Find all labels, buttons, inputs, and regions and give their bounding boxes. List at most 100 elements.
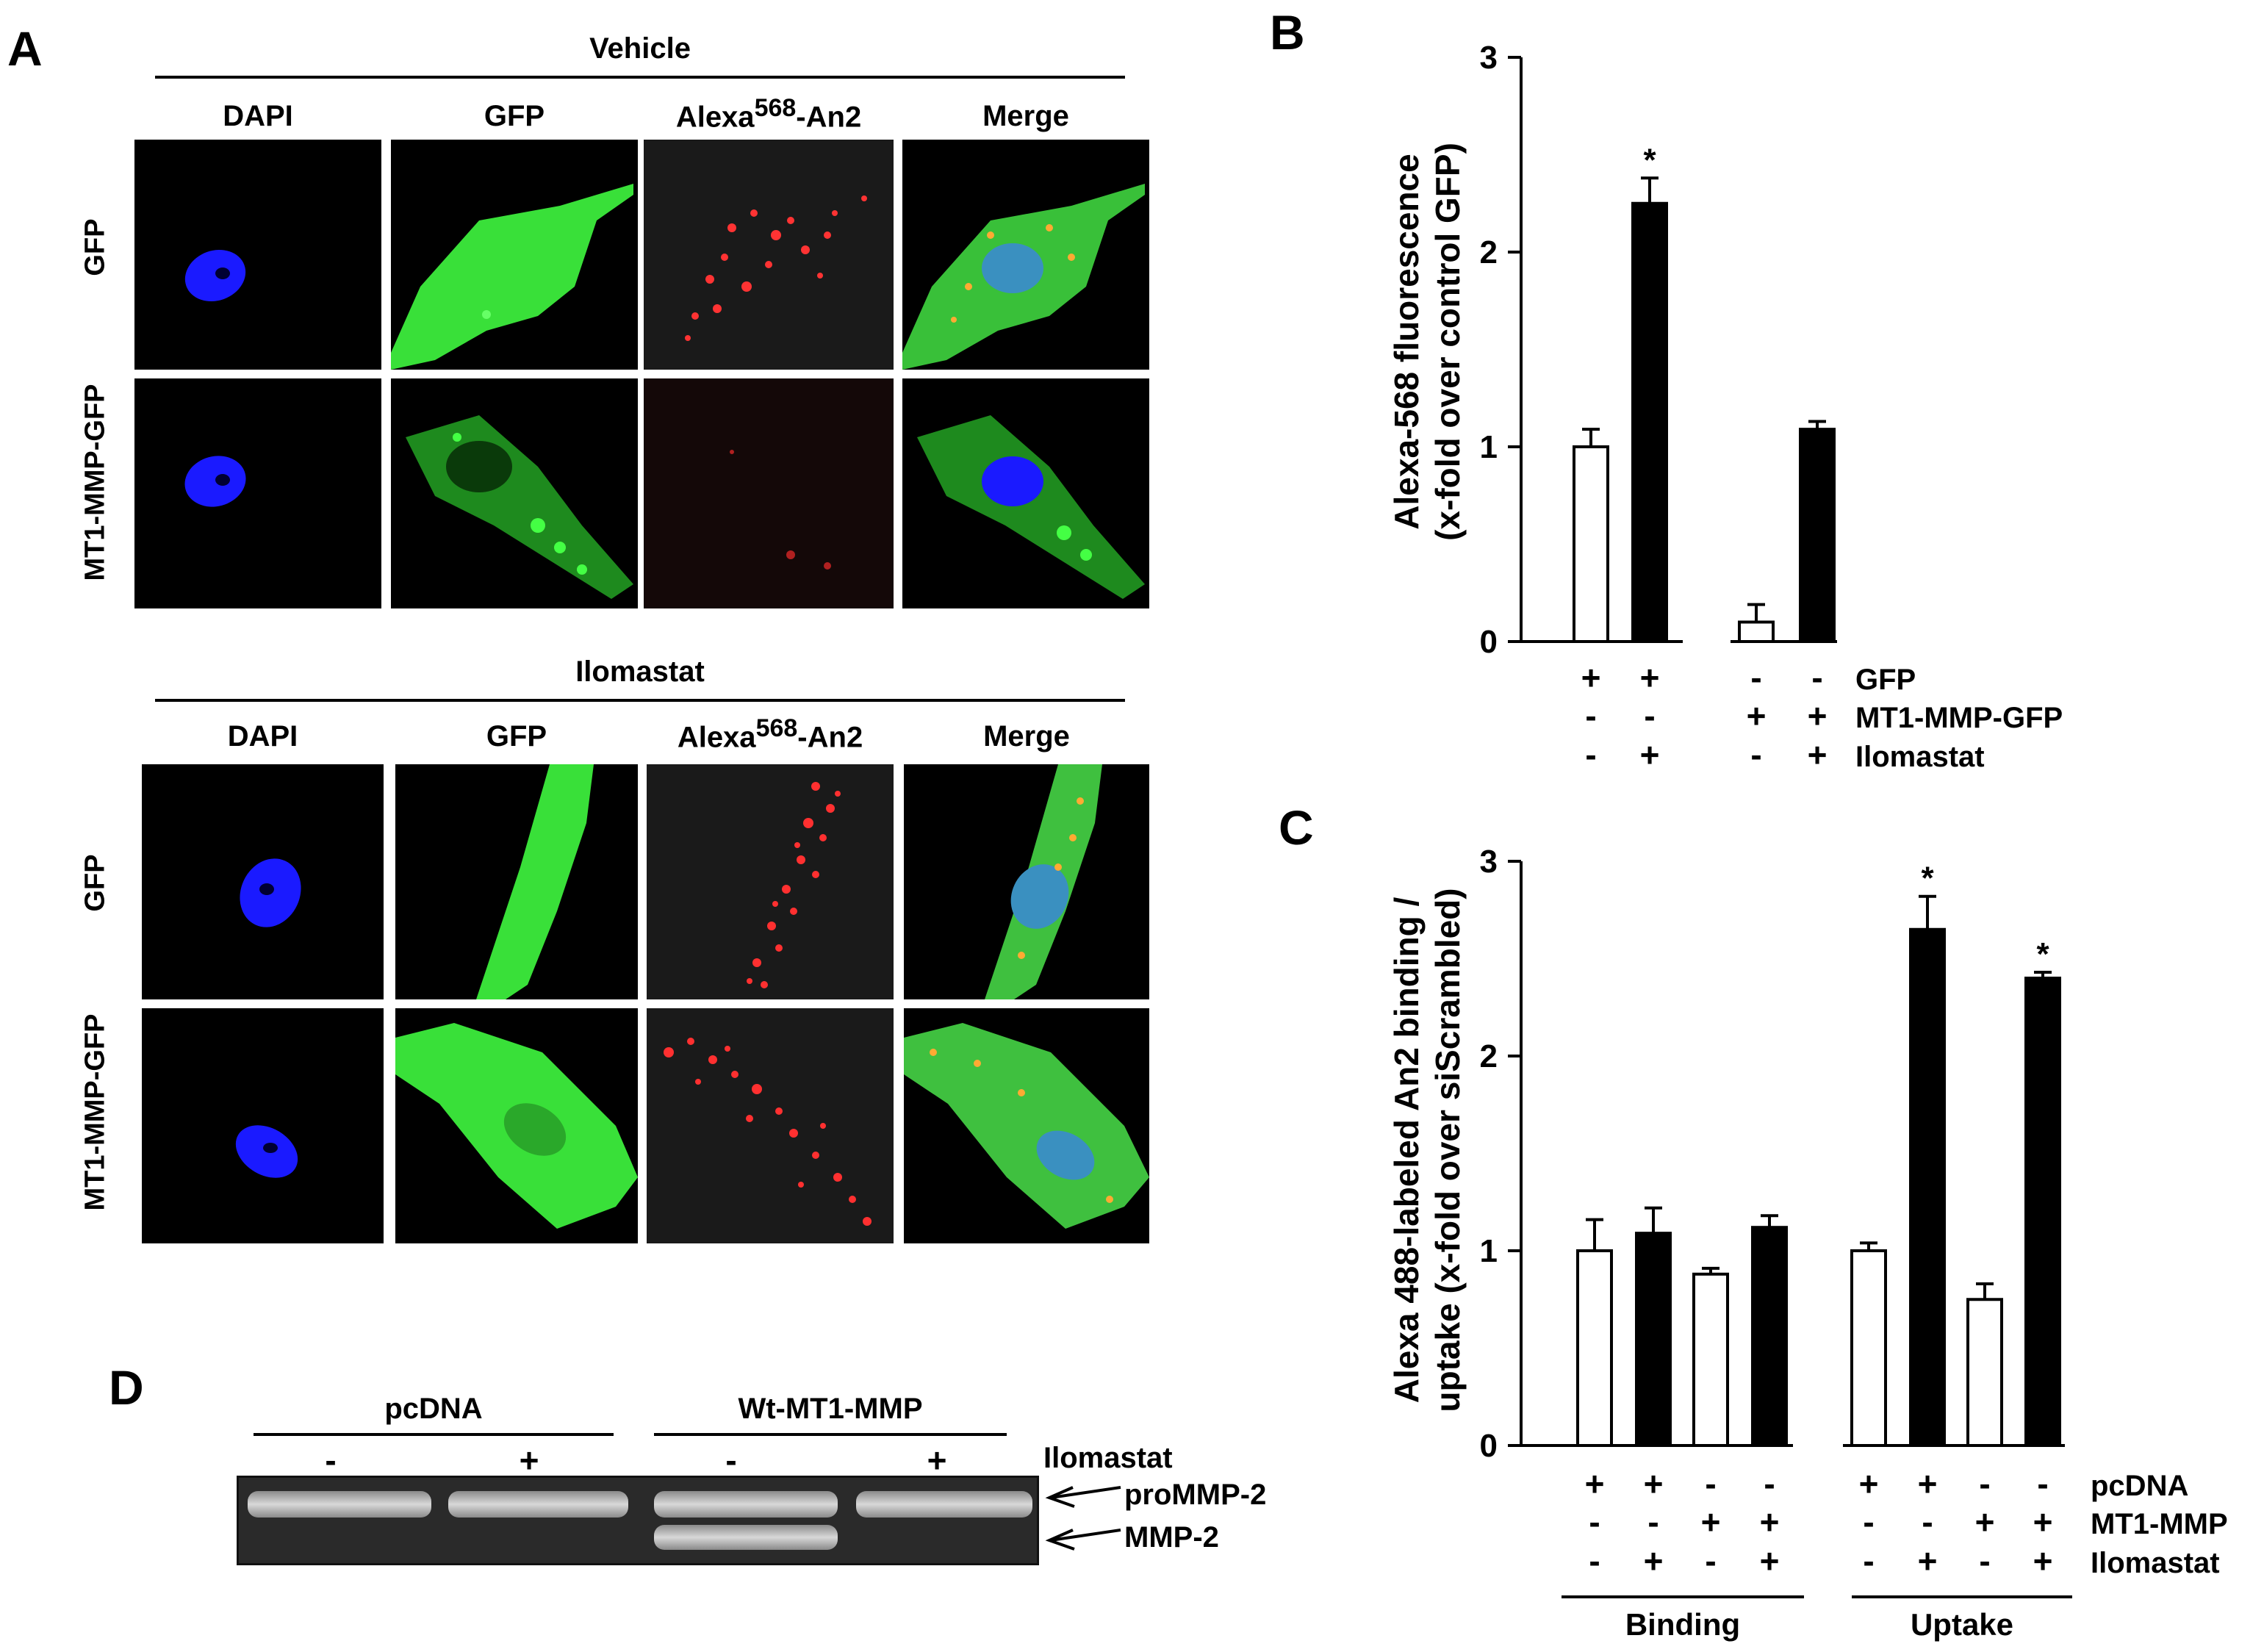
row-label-mt1-2: MT1-MMP-GFP xyxy=(79,1013,111,1211)
gel-band-lane4-pro xyxy=(856,1491,1032,1518)
condition-sign-2-3: + xyxy=(1760,1542,1780,1580)
condition-label-1: MT1-MMP xyxy=(2091,1508,2228,1540)
col-merge-1: Merge xyxy=(982,100,1069,132)
gel-lane-sign-3: - xyxy=(725,1441,737,1479)
col-alexa-1: Alexa568-An2 xyxy=(675,94,862,134)
gel-group-wt-line xyxy=(654,1433,1007,1436)
gel-band-label-mmp2: MMP-2 xyxy=(1124,1521,1219,1554)
condition-sign-2-4: - xyxy=(1863,1542,1874,1580)
condition-sign-2-1: + xyxy=(1644,1542,1664,1580)
condition-sign-2-1: + xyxy=(1640,736,1660,774)
condition-sign-0-4: + xyxy=(1859,1465,1879,1503)
micro-ilomastat-gfp-alexa xyxy=(647,764,894,999)
chart-c: 0 1 2 3 * * Alexa 488-labeled An2 binding / upt… xyxy=(1387,844,2228,1642)
condition-label-0: pcDNA xyxy=(2091,1470,2188,1502)
panel-b-letter: B xyxy=(1270,5,1305,60)
bar-4 xyxy=(1850,1249,1887,1447)
condition-label-2: Ilomastat xyxy=(1855,741,1985,773)
condition-sign-1-7: + xyxy=(2033,1503,2053,1541)
condition-sign-0-1: + xyxy=(1640,658,1660,697)
vehicle-line xyxy=(155,76,1125,79)
bar-0 xyxy=(1576,1249,1613,1447)
condition-sign-1-1: - xyxy=(1647,1503,1659,1541)
gel-group-wt: Wt-MT1-MMP xyxy=(738,1393,923,1425)
micro-vehicle-mt1-dapi xyxy=(134,378,381,608)
gel-band-label-pro: proMMP-2 xyxy=(1124,1479,1267,1511)
gel-lane-sign-2: + xyxy=(519,1441,539,1479)
bar-1 xyxy=(1635,1232,1672,1448)
y-tick-label-3: 3 xyxy=(1480,844,1498,880)
micro-ilomastat-mt1-merge xyxy=(904,1008,1149,1243)
condition-sign-0-0: + xyxy=(1581,658,1601,697)
condition-sign-2-0: - xyxy=(1589,1542,1600,1580)
condition-label-0: GFP xyxy=(1855,664,1916,696)
gel-band-lane3-mmp2 xyxy=(654,1525,838,1550)
col-gfp-2: GFP xyxy=(486,720,547,753)
bar-2 xyxy=(1738,620,1775,643)
condition-sign-0-2: - xyxy=(1705,1465,1716,1503)
condition-sign-0-6: - xyxy=(1979,1465,1990,1503)
y-axis-label-line1: Alexa 488-labeled An2 binding / xyxy=(1387,897,1426,1404)
chart-b: 0 1 2 3 * Alexa-568 fluorescence (x-fold over … xyxy=(1387,40,2063,774)
y-axis-label-line1: Alexa-568 fluorescence xyxy=(1387,154,1426,529)
gel-band-lane3-pro xyxy=(654,1491,838,1518)
panel-a-letter: A xyxy=(7,21,43,76)
micro-ilomastat-mt1-alexa xyxy=(647,1008,894,1243)
condition-label-2: Ilomastat xyxy=(2091,1547,2220,1579)
gel-band-lane2-pro xyxy=(448,1491,628,1518)
condition-sign-1-6: + xyxy=(1975,1503,1995,1541)
row-label-gfp-2: GFP xyxy=(79,854,111,912)
micro-vehicle-gfp-merge xyxy=(902,140,1149,370)
micro-vehicle-mt1-merge xyxy=(902,378,1149,608)
y-axis-label: Alexa-568 fluorescence (x-fold over contr… xyxy=(1387,143,1467,541)
group-label-0: Binding xyxy=(1625,1607,1740,1642)
y-axis-label-line2: uptake (x-fold over siScrambled) xyxy=(1429,888,1467,1412)
gel-lane-sign-4: + xyxy=(927,1441,947,1479)
condition-sign-1-1: - xyxy=(1644,697,1655,735)
condition-label-1: MT1-MMP-GFP xyxy=(1855,702,2063,734)
vehicle-title: Vehicle xyxy=(589,32,691,65)
y-tick-label-3: 3 xyxy=(1480,40,1498,76)
y-tick-label-0: 0 xyxy=(1480,624,1498,660)
y-tick-label-2: 2 xyxy=(1480,1038,1498,1074)
gel-band-lane1-pro xyxy=(248,1491,431,1518)
bar-1 xyxy=(1631,201,1668,643)
condition-sign-2-2: - xyxy=(1705,1542,1716,1580)
ilomastat-line xyxy=(155,699,1125,702)
gel-arrow-mmp2 xyxy=(1045,1529,1121,1551)
micro-ilomastat-gfp-gfp xyxy=(395,764,638,999)
condition-sign-2-5: + xyxy=(1918,1542,1938,1580)
bar-2 xyxy=(1692,1272,1729,1447)
bar-3 xyxy=(1751,1226,1788,1447)
condition-sign-0-1: + xyxy=(1644,1465,1664,1503)
condition-sign-1-5: - xyxy=(1922,1503,1933,1541)
col-gfp-1: GFP xyxy=(484,100,545,132)
gel-image xyxy=(237,1476,1039,1565)
y-tick-label-2: 2 xyxy=(1480,234,1498,270)
panel-d-letter: D xyxy=(109,1360,144,1415)
ilomastat-title: Ilomastat xyxy=(575,656,705,688)
micro-vehicle-gfp-dapi xyxy=(134,140,381,370)
bar-6 xyxy=(1966,1298,2003,1447)
significance-star-5: * xyxy=(1921,861,1934,897)
bar-3 xyxy=(1799,428,1836,644)
group-label-1: Uptake xyxy=(1911,1607,2013,1642)
micro-vehicle-gfp-alexa xyxy=(644,140,894,370)
micro-vehicle-mt1-gfp xyxy=(391,378,638,608)
gel-group-pcdna: pcDNA xyxy=(384,1393,483,1425)
col-merge-2: Merge xyxy=(983,720,1070,753)
micro-ilomastat-mt1-dapi xyxy=(142,1008,384,1243)
y-tick-label-1: 1 xyxy=(1480,1233,1498,1269)
condition-sign-2-2: - xyxy=(1750,736,1761,774)
bar-5 xyxy=(1909,927,1946,1447)
gel-lane-sign-1: - xyxy=(325,1441,337,1479)
y-axis-label-line2: (x-fold over control GFP) xyxy=(1429,143,1467,541)
micro-ilomastat-mt1-gfp xyxy=(395,1008,638,1243)
micro-ilomastat-gfp-dapi xyxy=(142,764,384,999)
condition-sign-1-0: - xyxy=(1589,1503,1600,1541)
condition-sign-0-0: + xyxy=(1585,1465,1605,1503)
condition-sign-2-6: - xyxy=(1979,1542,1990,1580)
gel-group-pcdna-line xyxy=(254,1433,614,1436)
col-dapi-2: DAPI xyxy=(227,720,298,753)
y-tick-label-1: 1 xyxy=(1480,429,1498,465)
